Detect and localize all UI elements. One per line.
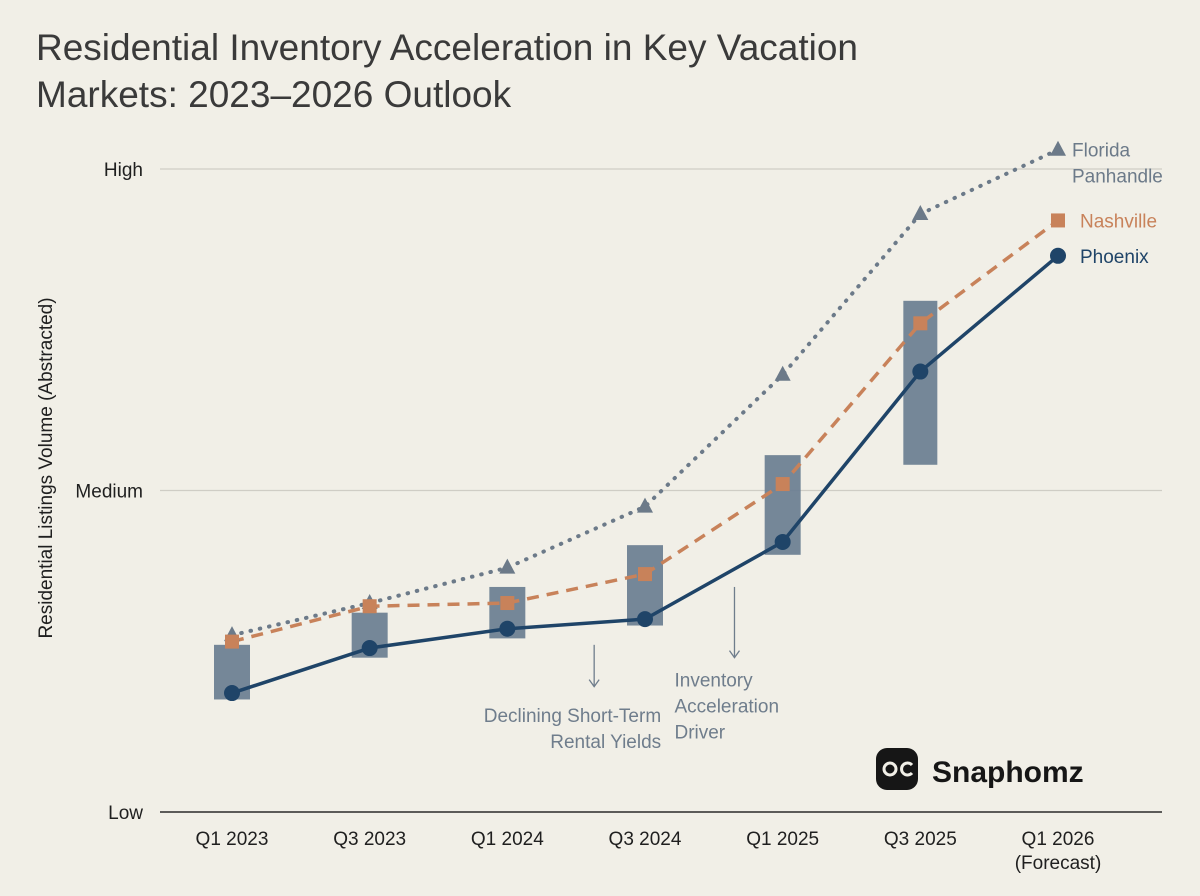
range-bars (214, 300, 938, 700)
annotation-arrowhead (588, 679, 600, 688)
series-marker-point (362, 599, 377, 614)
series-marker-point (224, 685, 240, 702)
series-marker-point (637, 497, 653, 513)
x-tick-label: Q1 2023 (196, 829, 269, 850)
series-marker-point (225, 634, 239, 649)
series-marker-point (361, 640, 378, 657)
y-axis-label: Residential Listings Volume (Abstracted) (36, 297, 57, 638)
series-marker-point (1051, 213, 1065, 228)
series-marker-point (774, 533, 791, 550)
chart-title-line-1: Residential Inventory Acceleration in Ke… (36, 27, 858, 68)
series-marker-point (637, 611, 653, 628)
annotation-text-line: Acceleration (674, 697, 779, 718)
annotation-text: Declining Short-Term Rental Yields (484, 706, 661, 753)
y-axis-ticks: Low Medium High (75, 160, 143, 824)
series-marker-point (638, 567, 652, 582)
x-tick-label-line: Q1 2024 (471, 829, 544, 850)
x-tick-label-line: Q3 2025 (884, 829, 957, 850)
y-tick-label: Medium (75, 482, 143, 503)
series-label-line: Phoenix (1080, 247, 1149, 268)
x-tick-label: Q1 2024 (471, 829, 544, 850)
series-label: Phoenix (1080, 247, 1149, 268)
x-tick-label-line: Q1 2026 (1022, 829, 1095, 850)
series-marker-point (1050, 140, 1066, 156)
x-tick-label-line: Q3 2023 (333, 829, 406, 850)
series-marker-point (775, 477, 790, 492)
x-tick-label: Q3 2024 (609, 829, 682, 850)
brand-name: Snaphomz (932, 756, 1084, 789)
x-tick-label-line: Q1 2025 (746, 829, 819, 850)
x-tick-label: Q3 2023 (333, 829, 406, 850)
series-markers (224, 140, 1066, 702)
series-label-line: Panhandle (1072, 167, 1163, 188)
series-label: Florida Panhandle (1072, 141, 1163, 188)
brand-logo: Snaphomz (876, 748, 1084, 790)
y-tick-label: High (104, 160, 143, 181)
chart-title-line-2: Markets: 2023–2026 Outlook (36, 74, 512, 115)
x-tick-label: Q3 2025 (884, 829, 957, 850)
annotation-text-line: Inventory (674, 671, 753, 692)
x-tick-label-line: Q3 2024 (609, 829, 682, 850)
x-tick-label-line: (Forecast) (1015, 853, 1102, 874)
x-tick-label: Q1 2026 (Forecast) (1015, 829, 1102, 874)
series-marker-point (912, 363, 929, 380)
x-tick-label: Q1 2025 (746, 829, 819, 850)
y-tick-label: Low (108, 803, 143, 824)
owl-eye-left (882, 761, 898, 777)
series-label: Nashville (1080, 211, 1157, 232)
annotation-text-line: Driver (674, 723, 725, 744)
annotations: Declining Short-Term Rental Yields Invento… (484, 586, 779, 753)
series-labels: Florida Panhandle Nashville Phoenix (1072, 141, 1163, 268)
series-marker-point (774, 365, 791, 381)
owl-eye-right (900, 761, 914, 777)
series-marker-point (913, 316, 928, 331)
x-axis-ticks: Q1 2023 Q3 2023 Q1 2024 Q3 2024 Q1 2025 Q3 20… (196, 829, 1102, 874)
annotation-text: Inventory Acceleration Driver (674, 671, 779, 744)
series-marker-point (1050, 247, 1066, 264)
chart-title: Residential Inventory Acceleration in Ke… (36, 27, 868, 115)
x-tick-label-line: Q1 2023 (196, 829, 269, 850)
series-label-line: Nashville (1080, 211, 1157, 232)
series-label-line: Florida (1072, 141, 1131, 162)
annotation-text-line: Declining Short-Term (484, 706, 661, 727)
annotation-arrowhead (728, 650, 741, 659)
series-marker-point (499, 558, 516, 574)
annotation-text-line: Rental Yields (550, 732, 661, 753)
series-marker-point (500, 596, 515, 611)
series-marker-point (499, 620, 516, 637)
series-marker-point (912, 205, 929, 221)
